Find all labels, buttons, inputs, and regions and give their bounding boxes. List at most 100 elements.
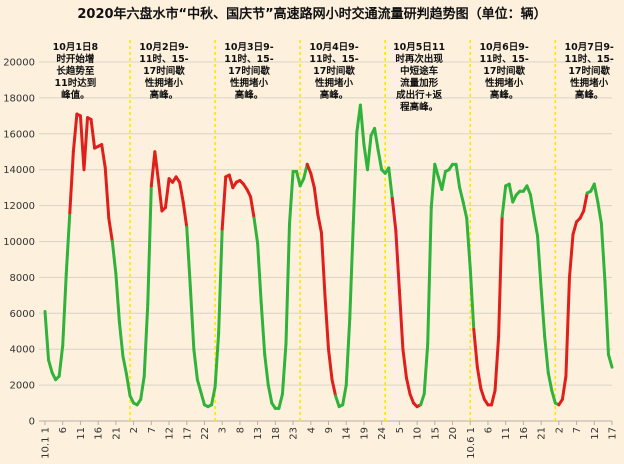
normal-segment bbox=[114, 272, 121, 324]
x-tick-label: 4 bbox=[306, 427, 317, 433]
annotation-line: 程高峰。 bbox=[400, 101, 438, 113]
peak-segment bbox=[497, 214, 504, 339]
peak-segment bbox=[493, 335, 501, 392]
x-tick-label: 16 bbox=[519, 427, 530, 440]
normal-segment bbox=[64, 211, 72, 276]
normal-segment bbox=[429, 162, 437, 209]
y-tick-label: 18000 bbox=[3, 93, 35, 104]
day-boundaries bbox=[129, 40, 557, 421]
annotation-line: 11时、15- bbox=[139, 53, 188, 65]
x-tick-label: 2 bbox=[554, 427, 565, 433]
normal-segment bbox=[110, 240, 118, 276]
annotation-line: 性拥堵小 bbox=[315, 77, 354, 89]
x-tick-label: 12 bbox=[590, 427, 601, 440]
normal-segment bbox=[213, 331, 221, 389]
peak-segment bbox=[479, 387, 486, 401]
annotation-line: 高峰。 bbox=[490, 89, 519, 101]
peak-segment bbox=[582, 191, 589, 213]
annotation-text: 10月7日9-11时、15-17时间歇性拥堵小高峰。 bbox=[564, 42, 613, 101]
annotation-line: 10月5日11 bbox=[393, 42, 445, 53]
x-tick-label: 7 bbox=[147, 427, 158, 433]
normal-segment bbox=[426, 205, 433, 346]
annotation-line: 11时达到 bbox=[54, 77, 96, 89]
normal-segment bbox=[295, 169, 302, 188]
normal-segment bbox=[142, 302, 150, 378]
x-tick-label: 6 bbox=[58, 427, 69, 433]
x-tick-label: 6 bbox=[483, 427, 494, 433]
normal-segment bbox=[284, 222, 292, 346]
normal-segment bbox=[57, 344, 65, 378]
normal-segment bbox=[373, 126, 380, 152]
x-tick-label: 16 bbox=[94, 427, 105, 440]
normal-segment bbox=[422, 342, 430, 396]
peak-segment bbox=[475, 365, 483, 391]
normal-segment bbox=[465, 216, 472, 270]
peak-segment bbox=[394, 229, 401, 292]
peak-segment bbox=[330, 378, 338, 398]
x-tick-label: 21 bbox=[537, 427, 548, 440]
peak-segment bbox=[68, 150, 75, 215]
normal-segment bbox=[125, 372, 132, 398]
normal-segment bbox=[365, 134, 373, 172]
normal-segment bbox=[606, 353, 614, 369]
x-tick-label: 11 bbox=[76, 427, 87, 440]
x-tick-label: 8 bbox=[235, 427, 246, 433]
x-tick-label: 12 bbox=[165, 427, 176, 440]
normal-segment bbox=[259, 301, 267, 357]
normal-segment bbox=[454, 162, 462, 190]
peak-segment bbox=[181, 200, 189, 229]
chart-title: 2020年六盘水市“中秋、国庆节”高速路网小时交通流量研判趋势图（单位：辆） bbox=[77, 6, 546, 22]
peak-segment bbox=[312, 186, 320, 217]
peak-segment bbox=[163, 177, 171, 209]
annotation-line: 高峰。 bbox=[235, 89, 264, 101]
peak-segment bbox=[316, 213, 323, 235]
annotation-line: 性拥堵小 bbox=[485, 77, 524, 89]
normal-segment bbox=[550, 388, 557, 405]
peak-segment bbox=[89, 117, 97, 150]
annotation-line: 17时间歇 bbox=[483, 65, 525, 77]
normal-segment bbox=[458, 186, 465, 204]
annotation-line: 流量加形 bbox=[400, 77, 439, 89]
x-tick-label: 7 bbox=[572, 427, 583, 433]
x-tick-label: 17 bbox=[182, 427, 193, 440]
normal-segment bbox=[280, 342, 288, 396]
x-tick-label: 10 bbox=[413, 427, 424, 440]
normal-segment bbox=[139, 374, 146, 401]
annotation-line: 11时、15- bbox=[479, 53, 528, 65]
annotation-line: 17时间歇 bbox=[568, 65, 610, 77]
normal-segment bbox=[185, 225, 192, 288]
x-tick-label: 10.1 1 bbox=[41, 427, 52, 459]
peak-segment bbox=[103, 166, 111, 220]
peak-segment bbox=[408, 392, 416, 405]
x-tick-label: 18 bbox=[271, 427, 282, 440]
normal-segment bbox=[146, 184, 153, 306]
peak-segment bbox=[401, 347, 408, 380]
peak-segment bbox=[564, 275, 571, 378]
normal-segment bbox=[256, 241, 263, 305]
x-tick-label: 24 bbox=[377, 427, 388, 440]
annotation-text: 10月5日11 时再次出现中短途车流量加形成出行+返程高峰。 bbox=[393, 42, 445, 113]
annotation-text: 10月1日8 时开始增长趋势至 11时达到峰值。 bbox=[53, 42, 99, 101]
normal-segment bbox=[341, 383, 348, 407]
normal-segment bbox=[334, 394, 341, 409]
annotation-line: 17时间歇 bbox=[313, 65, 355, 77]
peak-segment bbox=[305, 162, 313, 175]
annotation-line: 11时、15- bbox=[309, 53, 358, 65]
peak-segment bbox=[227, 173, 235, 190]
y-tick-label: 0 bbox=[29, 417, 35, 428]
normal-segment bbox=[500, 184, 508, 218]
y-tick-label: 2000 bbox=[10, 381, 35, 392]
x-tick-label: 2 bbox=[129, 427, 140, 433]
x-tick-label: 17 bbox=[608, 427, 619, 440]
peak-segment bbox=[220, 175, 228, 231]
normal-segment bbox=[507, 182, 515, 204]
peak-segment bbox=[323, 293, 330, 351]
normal-segment bbox=[603, 279, 610, 357]
y-tick-label: 10000 bbox=[3, 237, 35, 248]
x-tick-label: 20 bbox=[448, 427, 459, 440]
annotation-line: 高峰。 bbox=[575, 89, 604, 101]
normal-segment bbox=[592, 182, 600, 204]
annotation-line: 10月2日9- bbox=[139, 42, 188, 53]
annotation-line: 性拥堵小 bbox=[570, 77, 609, 89]
